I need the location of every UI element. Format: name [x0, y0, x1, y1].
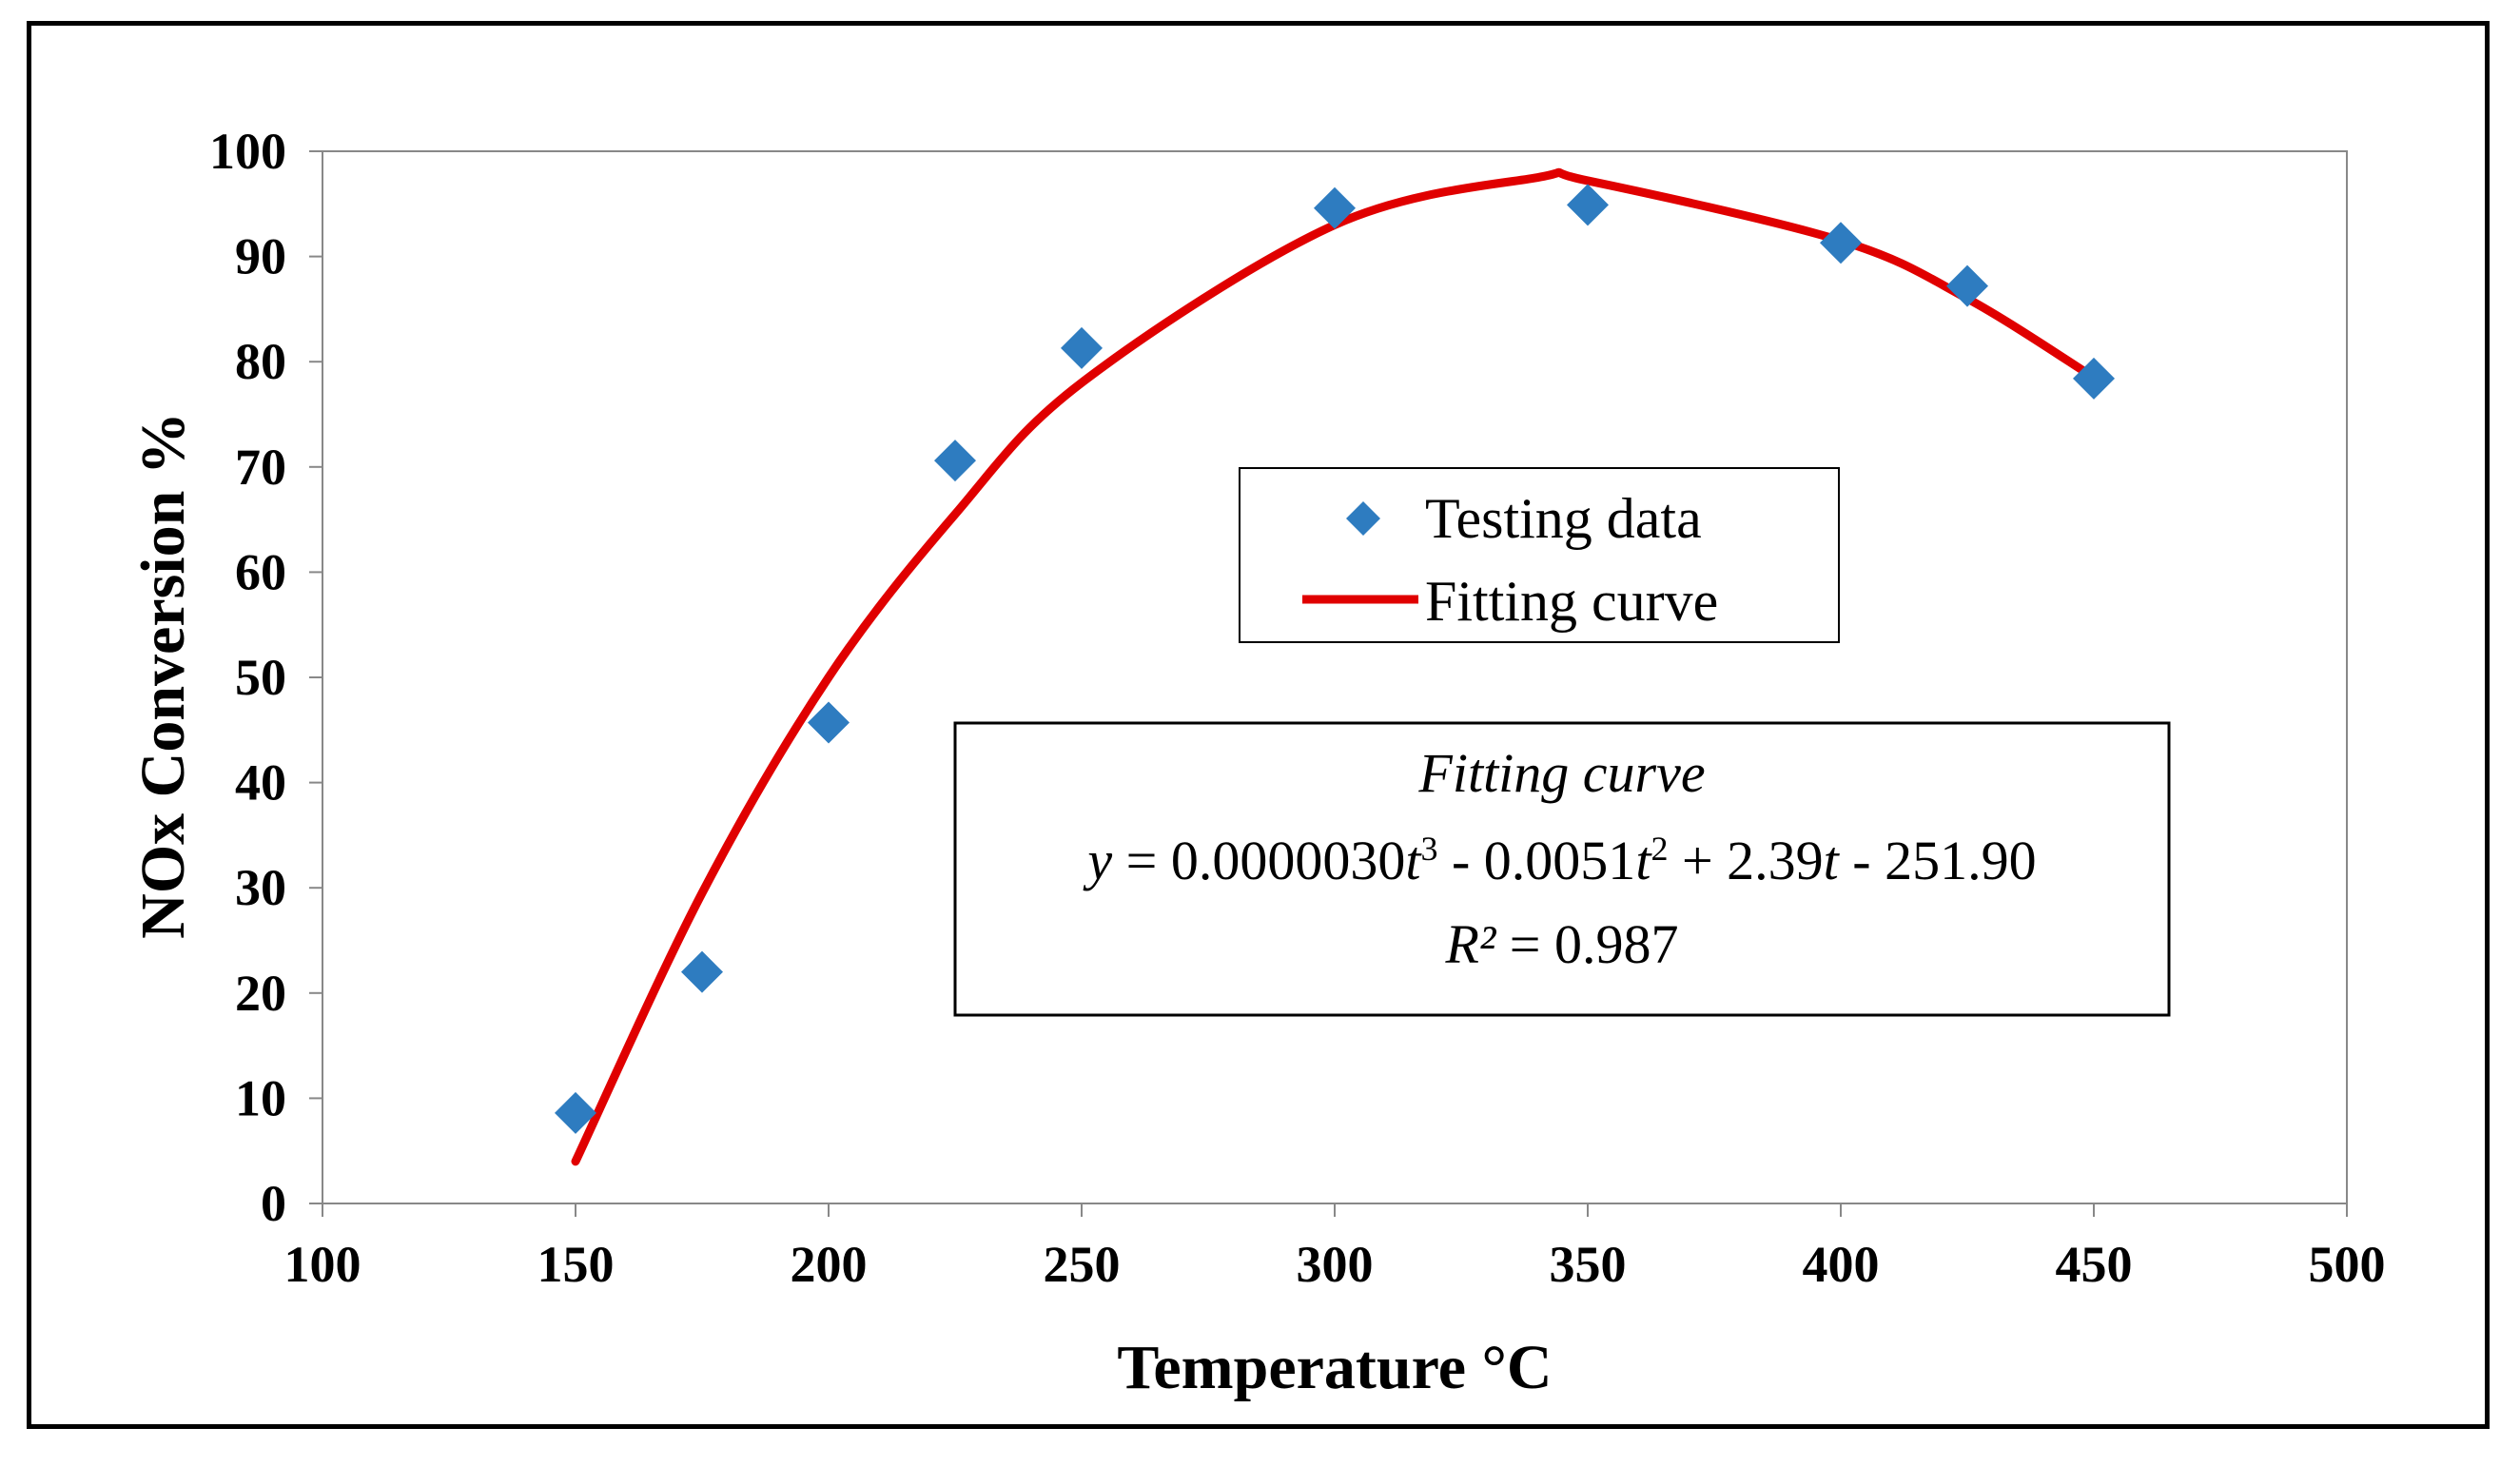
- y-axis: 0 10 20 30 40 50 60 70 80 90 100: [209, 123, 322, 1232]
- y-tick-label: 100: [209, 123, 286, 180]
- chart-frame: 100 150 200 250 300 350 400 450 500 0 10 20 30 40 50 6…: [27, 21, 2490, 1429]
- legend: Testing data Fitting curve: [1239, 467, 1840, 643]
- x-tick-label: 200: [791, 1236, 868, 1293]
- legend-label-testing-data: Testing data: [1425, 487, 1702, 550]
- equation-title: Fitting curve: [1417, 742, 1705, 804]
- eq-y-var: y: [1083, 830, 1112, 891]
- data-point-marker: [808, 701, 850, 744]
- y-tick-label: 40: [235, 754, 286, 812]
- x-tick-label: 450: [2056, 1236, 2133, 1293]
- legend-box: [1239, 467, 1840, 643]
- x-tick-label: 350: [1550, 1236, 1627, 1293]
- data-point-marker: [934, 440, 976, 482]
- equation-box-frame: [953, 721, 2171, 1017]
- x-tick-label: 150: [537, 1236, 615, 1293]
- testing-data-series: [555, 184, 2115, 1134]
- data-point-marker: [681, 950, 723, 993]
- eq-t-var-2: t: [1635, 830, 1652, 891]
- legend-diamond-marker: [1346, 501, 1380, 536]
- data-point-marker: [1820, 222, 1862, 264]
- chart-svg: 100 150 200 250 300 350 400 450 500 0 10 20 30 40 50 6…: [128, 123, 2386, 1402]
- equation-box: Fitting curve y = 0.0000030t3 - 0.0051t2…: [953, 721, 2171, 1017]
- eq-t-var-3: t: [1824, 830, 1841, 891]
- data-point-marker: [1946, 264, 1988, 307]
- eq-part-a: = 0.0000030: [1112, 830, 1405, 891]
- r2-label: R²: [1444, 913, 1496, 975]
- data-point-marker: [555, 1091, 596, 1134]
- data-point-marker: [1061, 326, 1103, 369]
- equation-text: y = 0.0000030t3 - 0.0051t2 + 2.39t - 251…: [1083, 830, 2036, 891]
- y-tick-label: 80: [235, 333, 286, 390]
- y-tick-label: 30: [235, 859, 286, 916]
- x-tick-label: 500: [2309, 1236, 2386, 1293]
- legend-label-fitting-curve: Fitting curve: [1425, 570, 1718, 633]
- eq-sup-3: 3: [1420, 830, 1437, 868]
- x-tick-label: 100: [284, 1236, 361, 1293]
- data-point-marker: [2073, 357, 2115, 400]
- y-tick-label: 50: [235, 649, 286, 706]
- y-tick-label: 20: [235, 965, 286, 1022]
- eq-part-b: - 0.0051: [1437, 830, 1635, 891]
- eq-t-var-1: t: [1405, 830, 1422, 891]
- eq-part-d: - 251.90: [1839, 830, 2037, 891]
- y-tick-label: 70: [235, 439, 286, 496]
- y-tick-label: 60: [235, 543, 286, 600]
- y-tick-label: 10: [235, 1069, 286, 1126]
- x-axis-title: Temperature °C: [1117, 1333, 1552, 1402]
- eq-sup-2: 2: [1651, 830, 1668, 868]
- x-tick-label: 300: [1297, 1236, 1374, 1293]
- x-tick-label: 250: [1044, 1236, 1121, 1293]
- y-axis-title: NOx Conversion %: [128, 412, 198, 939]
- y-tick-label: 90: [235, 228, 286, 285]
- r2-value: = 0.987: [1495, 913, 1678, 975]
- data-point-marker: [1314, 186, 1356, 229]
- data-point-marker: [1567, 184, 1609, 226]
- eq-part-c: + 2.39: [1668, 830, 1823, 891]
- x-tick-label: 400: [1803, 1236, 1880, 1293]
- r-squared-text: R² = 0.987: [1444, 913, 1678, 975]
- x-axis: 100 150 200 250 300 350 400 450 500: [284, 1203, 2386, 1293]
- y-tick-label: 0: [261, 1175, 286, 1232]
